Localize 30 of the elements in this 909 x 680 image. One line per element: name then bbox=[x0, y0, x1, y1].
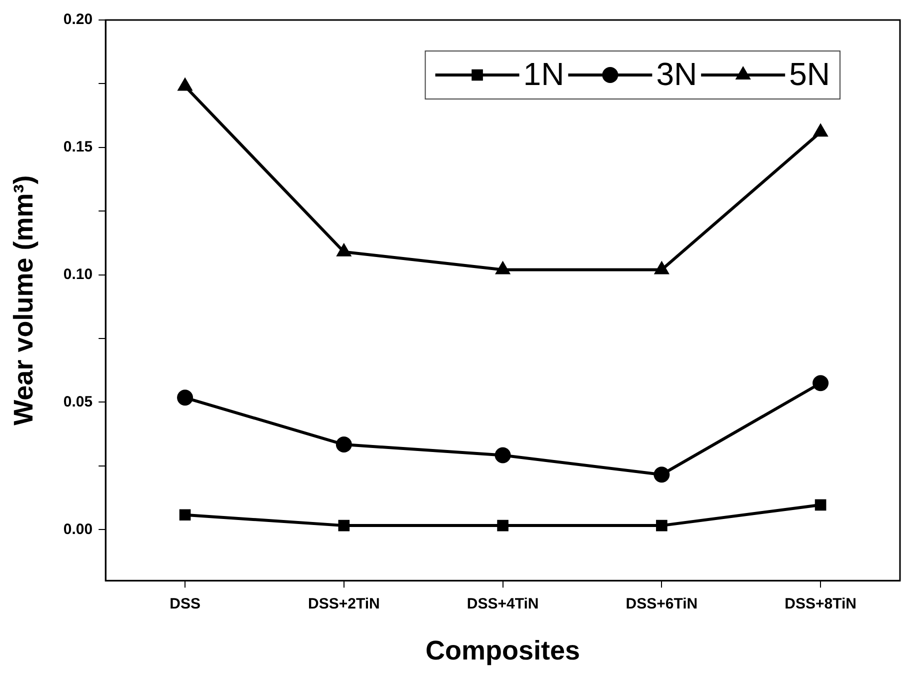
x-tick-label: DSS bbox=[170, 596, 200, 613]
point bbox=[812, 375, 829, 392]
point bbox=[177, 77, 193, 91]
x-tick-label: DSS+8TiN bbox=[784, 596, 856, 613]
y-tick-label: 0.10 bbox=[63, 266, 93, 283]
point bbox=[179, 509, 191, 521]
point bbox=[338, 520, 350, 532]
point bbox=[497, 520, 508, 532]
point bbox=[336, 242, 352, 256]
y-tick-label: 0.15 bbox=[63, 138, 93, 156]
point bbox=[495, 260, 511, 274]
point bbox=[654, 466, 670, 483]
legend-label: 1N bbox=[523, 56, 564, 92]
point bbox=[656, 520, 668, 532]
y-axis-title: Wear volume (mm³) bbox=[8, 175, 39, 426]
x-tick-label: DSS+4TiN bbox=[466, 596, 539, 613]
x-axis-title: Composites bbox=[426, 635, 580, 666]
y-tick-label: 0.00 bbox=[63, 520, 93, 538]
point bbox=[814, 499, 826, 511]
point bbox=[494, 447, 511, 464]
legend-label: 5N bbox=[789, 56, 830, 92]
x-tick-label: DSS+6TiN bbox=[626, 596, 698, 613]
y-tick-label: 0.20 bbox=[63, 11, 93, 28]
legend-label: 3N bbox=[656, 56, 698, 92]
point bbox=[177, 390, 194, 406]
y-tick-label: 0.05 bbox=[63, 393, 93, 410]
point bbox=[336, 436, 352, 453]
point bbox=[812, 123, 828, 137]
point bbox=[654, 260, 670, 274]
x-tick-label: DSS+2TiN bbox=[308, 596, 380, 613]
